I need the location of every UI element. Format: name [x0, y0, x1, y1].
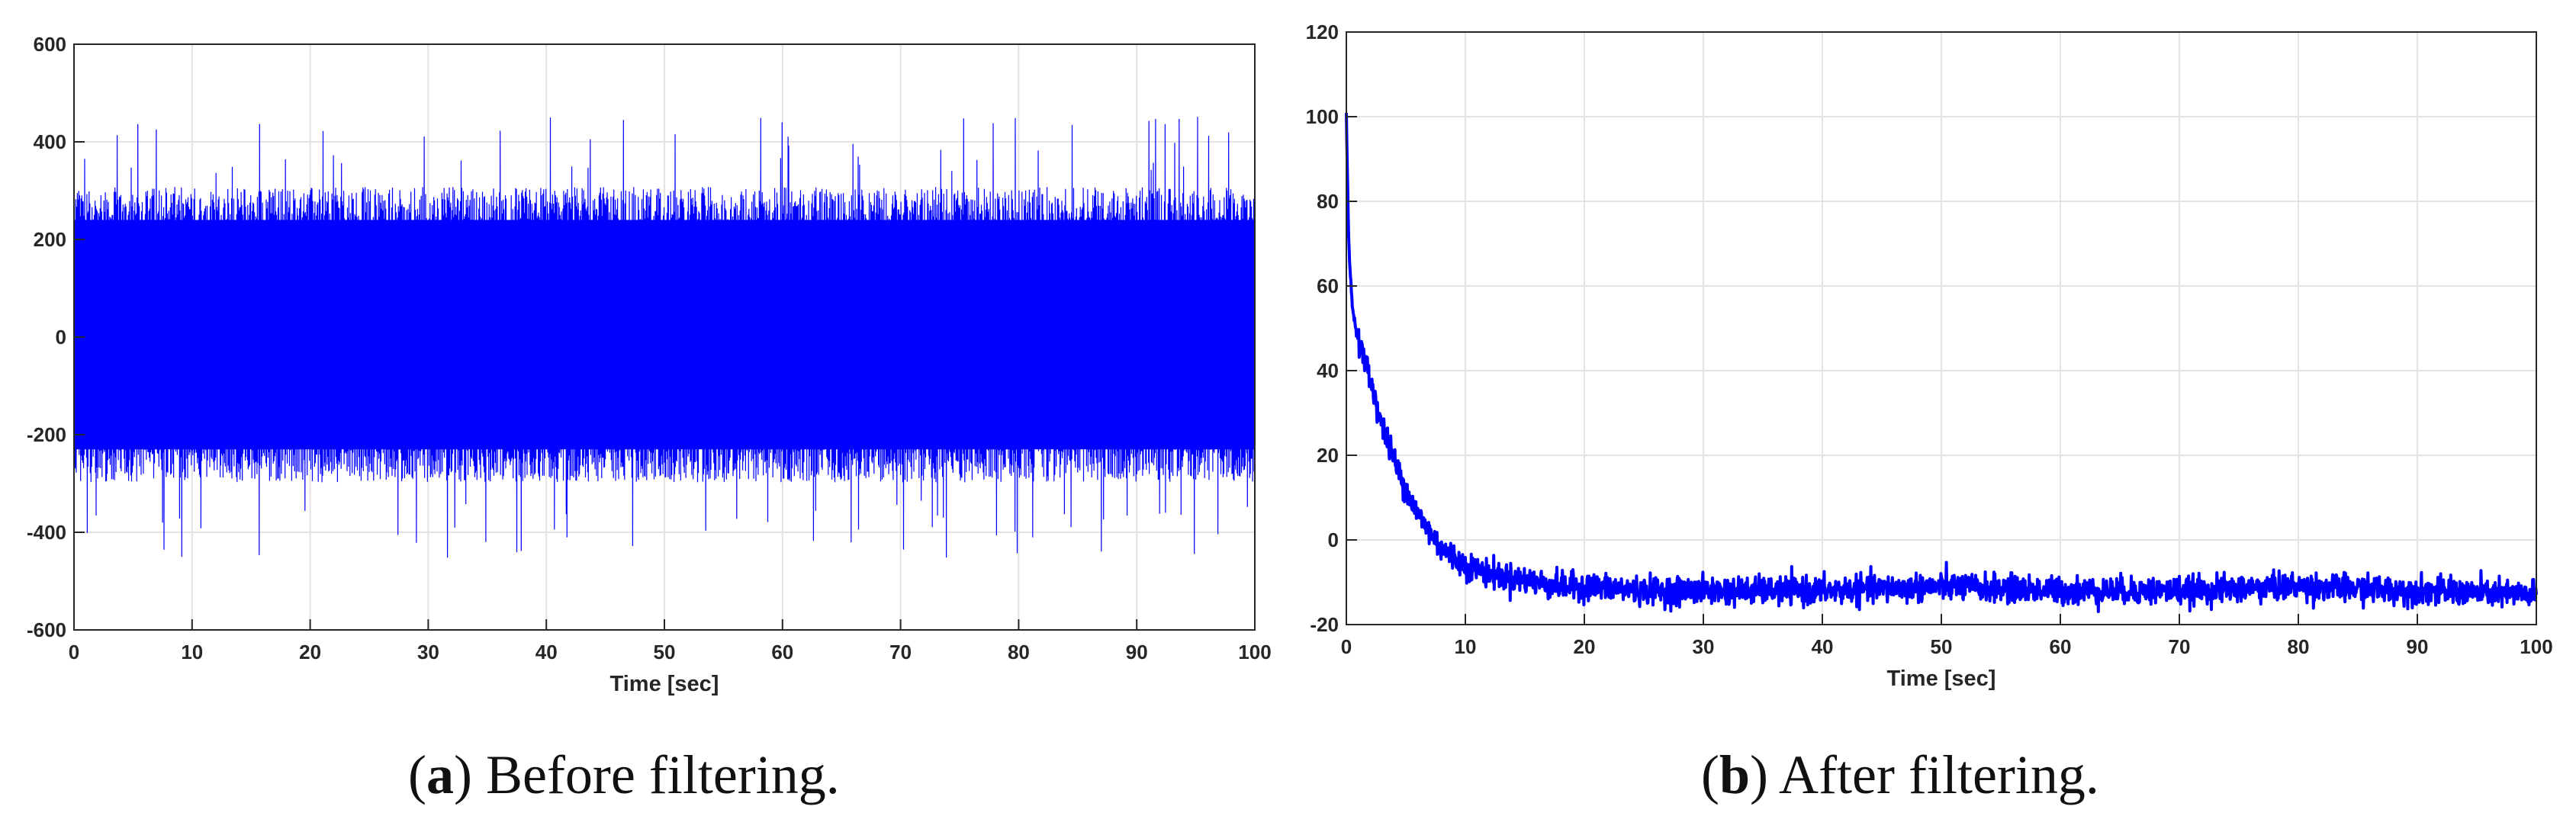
panel-a-ytick-label-1: -400 [27, 521, 66, 544]
caption-b-text: After filtering. [1779, 744, 2099, 805]
panel-a-ytick-label-4: 200 [34, 228, 66, 251]
panel-a-xlabel: Time [sec] [610, 672, 719, 696]
panel-b-xtick-label-0: 0 [1341, 635, 1352, 658]
panel-b-ytick-label-2: 20 [1317, 444, 1339, 467]
panel-a-ytick-label-2: -200 [27, 423, 66, 446]
chart-panel-b: 0 10 20 30 40 50 60 70 80 90 100-20020406080100120… [1306, 21, 2553, 691]
panel-a-xtick-label-5: 50 [654, 641, 676, 663]
caption-a: (a) Before filtering. [408, 744, 840, 805]
panel-b-xtick-label-8: 80 [2288, 635, 2310, 658]
caption-b: (b) After filtering. [1701, 744, 2099, 805]
panel-b-xtick-label-10: 100 [2520, 635, 2552, 658]
panel-a-xtick-label-9: 90 [1126, 641, 1148, 663]
panel-b-xtick-label-2: 20 [1574, 635, 1596, 658]
panel-a-xtick-label-6: 60 [771, 641, 793, 663]
panel-a-xtick-label-2: 20 [299, 641, 321, 663]
chart-panel-a: 0 10 20 30 40 50 60 70 80 90 100 -600 -400 -200 0 200 40… [27, 33, 1272, 696]
panel-a-xtick-label-0: 0 [69, 641, 79, 663]
caption-b-label: b [1719, 744, 1751, 805]
panel-b-xtick-label-6: 60 [2050, 635, 2072, 658]
panel-a-xtick-label-3: 30 [417, 641, 439, 663]
panel-a-ytick-label-0: -600 [27, 618, 66, 641]
panel-a-xtick-label-1: 10 [181, 641, 203, 663]
panel-a-series-line [73, 117, 1256, 558]
panel-b-xtick-label-3: 30 [1693, 635, 1715, 658]
panel-b-ytick-label-0: -20 [1310, 613, 1339, 636]
caption-a-label: a [426, 744, 454, 805]
panel-a-xtick-label-10: 100 [1238, 641, 1271, 663]
panel-b-xtick-label-5: 50 [1931, 635, 1953, 658]
panel-b-xtick-label-1: 10 [1455, 635, 1477, 658]
panel-b-xlabel: Time [sec] [1887, 667, 1996, 691]
panel-a-ytick-label-3: 0 [56, 326, 66, 349]
panel-b-xtick-label-4: 40 [1812, 635, 1834, 658]
panel-a-xtick-label-8: 80 [1008, 641, 1030, 663]
panel-b-xtick-label-7: 70 [2169, 635, 2191, 658]
panel-b-ytick-label-5: 80 [1317, 190, 1339, 213]
panel-b-ytick-label-3: 40 [1317, 359, 1339, 382]
panel-a-xtick-label-4: 40 [535, 641, 558, 663]
panel-b-ytick-label-6: 100 [1306, 105, 1339, 128]
panel-a-ytick-label-5: 400 [34, 130, 66, 153]
panel-a-xtick-label-7: 70 [889, 641, 912, 663]
panel-b-ytick-label-4: 60 [1317, 275, 1339, 297]
panel-b-ytick-label-1: 0 [1328, 528, 1339, 551]
panel-b-xtick-label-9: 90 [2407, 635, 2429, 658]
panel-b-series-line [1345, 112, 2538, 613]
panel-a-ytick-label-6: 600 [34, 33, 66, 56]
caption-a-text: Before filtering. [485, 744, 840, 805]
panel-b-ytick-label-7: 120 [1306, 21, 1339, 43]
